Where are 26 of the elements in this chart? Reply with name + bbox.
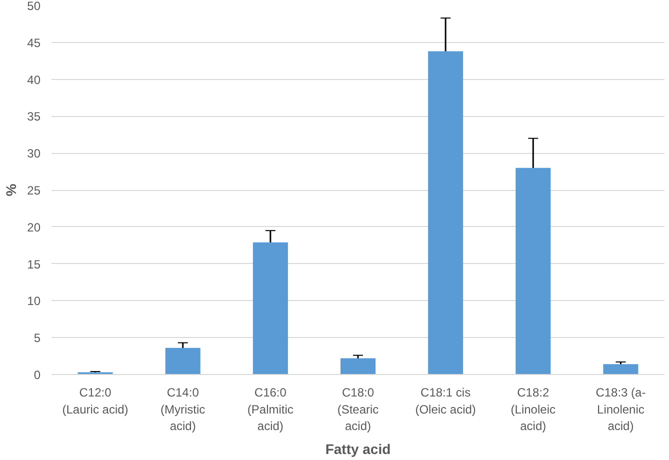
bar xyxy=(603,364,638,374)
y-tick-label: 40 xyxy=(27,72,41,87)
y-tick-label: 25 xyxy=(27,184,41,198)
y-axis-title: % xyxy=(3,183,20,196)
bar xyxy=(165,348,200,374)
x-tick-label: C18:2 (Linoleic acid) xyxy=(510,386,556,434)
x-tick-label: C12:0 (Lauric acid) xyxy=(62,386,128,416)
bar xyxy=(516,168,551,374)
x-tick-label: C16:0 (Palmitic acid) xyxy=(247,386,294,434)
y-tick-label: 5 xyxy=(34,331,41,346)
bar xyxy=(252,242,288,374)
y-tick-label: 0 xyxy=(34,368,41,382)
x-tick-label: C18:3 (a- Linolenic acid) xyxy=(596,386,646,434)
y-tick-label: 30 xyxy=(27,146,41,161)
x-tick-label: C18:1 cis (Oleic acid) xyxy=(415,386,476,416)
y-tick-label: 15 xyxy=(27,257,41,272)
y-tick-label: 20 xyxy=(27,220,41,234)
y-tick-label: 35 xyxy=(27,110,41,124)
bar xyxy=(428,51,464,374)
x-tick-label: C14:0 (Myristic acid) xyxy=(160,386,206,434)
x-axis-title: Fatty acid xyxy=(325,441,391,458)
y-tick-label: 10 xyxy=(27,294,41,308)
bar xyxy=(340,358,376,374)
x-tick-label: C18:0 (Stearic acid) xyxy=(337,386,379,434)
y-tick-label: 50 xyxy=(27,0,41,13)
y-tick-label: 45 xyxy=(27,36,41,50)
